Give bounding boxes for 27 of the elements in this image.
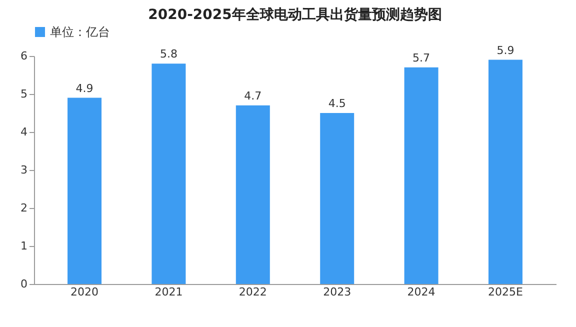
chart-title: 2020-2025年全球电动工具出货量预测趋势图: [148, 7, 442, 23]
y-tick-label: 2: [20, 202, 28, 214]
bar: [320, 113, 354, 284]
bar: [488, 60, 522, 284]
y-tick-label: 3: [20, 164, 28, 176]
data-label: 5.8: [160, 48, 178, 61]
y-tick-label: 0: [20, 278, 28, 290]
data-label: 4.9: [76, 82, 94, 95]
bar: [152, 64, 186, 284]
data-label: 4.7: [244, 89, 262, 102]
x-tick-label: 2025E: [488, 286, 523, 298]
x-tick-label: 2023: [323, 286, 352, 298]
x-tick-label: 2022: [238, 286, 267, 298]
data-label: 5.9: [496, 44, 514, 57]
y-tick-label: 5: [20, 88, 28, 100]
y-tick-label: 6: [20, 50, 28, 62]
bar: [68, 98, 102, 284]
data-label: 5.7: [412, 51, 430, 64]
x-tick-label: 2024: [407, 286, 436, 298]
y-tick-label: 4: [20, 126, 28, 138]
data-label: 4.5: [328, 97, 346, 110]
bar: [404, 67, 438, 284]
legend-label: 单位：亿台: [50, 25, 110, 39]
bar: [236, 105, 270, 284]
y-tick-label: 1: [20, 240, 28, 252]
x-tick-label: 2020: [70, 286, 99, 298]
x-tick-label: 2021: [154, 286, 183, 298]
